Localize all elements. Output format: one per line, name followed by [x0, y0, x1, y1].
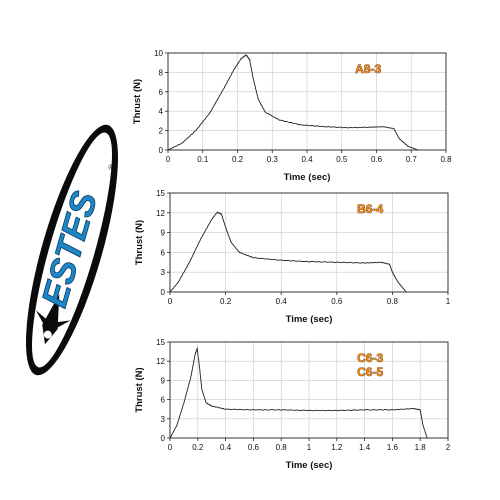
x-tick-label: 0.5 [336, 155, 348, 164]
y-tick-label: 15 [156, 338, 165, 347]
x-tick-label: 0.4 [301, 155, 313, 164]
y-axis-title: Thrust (N) [134, 367, 145, 412]
motor-label: B6-4 [357, 202, 383, 216]
y-tick-label: 0 [161, 288, 166, 297]
y-tick-label: 0 [161, 434, 166, 443]
x-tick-label: 0.3 [267, 155, 279, 164]
y-axis-title: Thrust (N) [134, 220, 145, 265]
x-tick-label: 0.8 [276, 443, 288, 452]
x-axis-title: Time (sec) [284, 172, 331, 183]
rocket-nose-icon [35, 294, 71, 345]
x-tick-label: 1.6 [387, 443, 399, 452]
plot-frame [167, 52, 447, 151]
y-tick-label: 6 [161, 248, 166, 257]
motor-label: C6-3 [357, 351, 383, 365]
y-tick-label: 0 [159, 146, 164, 155]
x-tick-label: 1 [446, 297, 451, 306]
x-tick-label: 0.8 [387, 297, 399, 306]
thrust-curve [167, 54, 419, 151]
x-tick-label: 0 [168, 297, 173, 306]
plot-frame [169, 192, 449, 293]
x-tick-label: 0.2 [220, 297, 232, 306]
thrust-chart-a8-3: 0 0.1 0.2 0.3 0.4 0.5 0.6 0.7 0.8 0 2 4 6 8 10 Time (se… [132, 49, 452, 183]
y-tick-label: 9 [161, 376, 166, 385]
y-tick-label: 12 [156, 209, 165, 218]
x-axis-title: Time (sec) [286, 460, 333, 471]
x-axis-title: Time (sec) [286, 314, 333, 325]
x-tick-label: 0 [166, 155, 171, 164]
x-tick-label: 0.6 [371, 155, 383, 164]
y-tick-label: 8 [159, 68, 164, 77]
x-tick-label: 0.4 [220, 443, 232, 452]
y-tick-label: 3 [161, 268, 166, 277]
x-tick-label: 0.4 [276, 297, 288, 306]
plot-frame [169, 341, 449, 439]
x-tick-label: 1.4 [359, 443, 371, 452]
x-tick-label: 0.8 [440, 155, 452, 164]
y-tick-label: 3 [161, 415, 166, 424]
y-tick-label: 15 [156, 189, 165, 198]
y-tick-label: 12 [156, 357, 165, 366]
thrust-curve [169, 211, 407, 293]
motor-label: C6-5 [357, 365, 383, 379]
x-tick-label: 0.6 [331, 297, 343, 306]
y-tick-label: 4 [159, 107, 164, 116]
y-tick-label: 6 [159, 88, 164, 97]
y-tick-label: 6 [161, 396, 166, 405]
x-tick-label: 1.8 [415, 443, 427, 452]
x-tick-label: 0.7 [406, 155, 418, 164]
motor-label: A8-3 [355, 62, 381, 76]
y-axis-title: Thrust (N) [132, 79, 143, 124]
thrust-curve [169, 346, 428, 439]
y-tick-label: 2 [159, 127, 164, 136]
x-tick-label: 0 [168, 443, 173, 452]
y-tick-label: 10 [154, 49, 163, 58]
x-tick-label: 0.6 [248, 443, 260, 452]
x-tick-label: 2 [446, 443, 451, 452]
x-tick-label: 1.2 [331, 443, 343, 452]
y-tick-label: 9 [161, 229, 166, 238]
registered-mark: ® [107, 163, 115, 172]
x-tick-label: 0.1 [197, 155, 209, 164]
x-tick-label: 0.2 [192, 443, 204, 452]
x-tick-label: 0.2 [232, 155, 244, 164]
chart-2-grid [167, 341, 449, 441]
x-tick-label: 1 [307, 443, 312, 452]
